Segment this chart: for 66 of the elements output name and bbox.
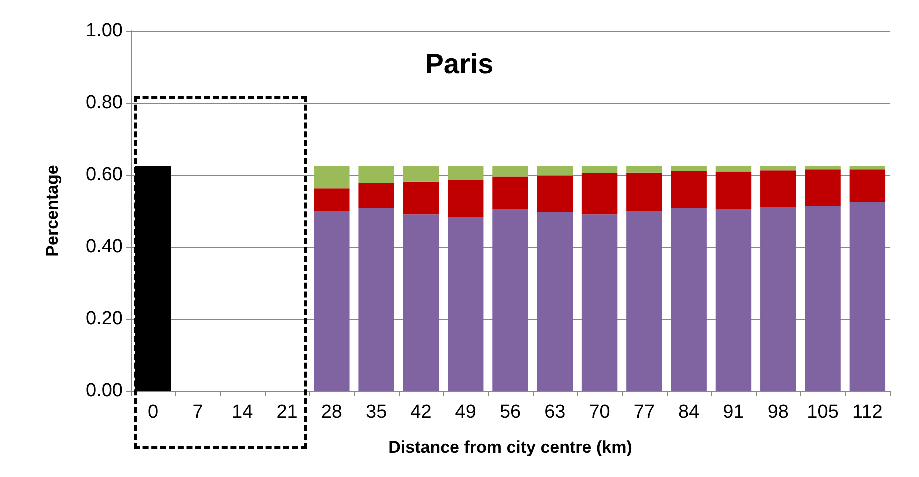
x-tick-label: 49: [455, 402, 476, 423]
x-tick-label: 42: [410, 402, 432, 423]
y-tick-label: 0.40: [86, 236, 123, 258]
bar: [671, 208, 707, 391]
bar: [850, 166, 886, 170]
bar: [850, 202, 886, 391]
bar: [135, 166, 172, 391]
bar: [671, 171, 707, 208]
y-tick-label: 0.20: [86, 308, 123, 330]
bar: [626, 211, 662, 391]
bar: [582, 166, 618, 174]
bar: [671, 166, 707, 172]
x-tick-label: 35: [366, 402, 388, 423]
bar: [716, 166, 752, 172]
y-tick-label: 0.60: [86, 164, 123, 186]
bar: [805, 170, 841, 206]
x-tick-label: 14: [232, 402, 254, 423]
x-tick-label: 21: [276, 402, 298, 423]
bar: [582, 174, 618, 215]
x-tick-label: 0: [148, 402, 159, 423]
bar: [358, 166, 394, 184]
bar: [314, 166, 350, 189]
bar: [760, 170, 796, 208]
bar: [716, 172, 752, 210]
bar: [537, 166, 574, 176]
bar: [582, 214, 618, 391]
bar: [314, 188, 350, 211]
bar: [760, 207, 796, 391]
x-tick-label: 7: [192, 402, 204, 423]
bar: [492, 210, 528, 391]
bar: [805, 206, 841, 391]
y-tick-label: 1.00: [86, 20, 123, 42]
bar: [448, 166, 484, 180]
bar: [626, 166, 662, 173]
bar: [403, 214, 440, 391]
x-tick-label: 77: [634, 402, 656, 423]
x-tick-label: 70: [589, 402, 610, 423]
bar: [358, 183, 394, 208]
bar: [314, 211, 350, 391]
bar: [850, 170, 886, 202]
bar: [537, 212, 574, 391]
bar: [626, 172, 662, 212]
bar: [760, 166, 796, 171]
x-tick-label: 84: [678, 402, 700, 423]
bar: [492, 166, 528, 177]
y-axis-title: Percentage: [43, 165, 62, 257]
bar: [448, 180, 484, 218]
x-tick-label: 91: [723, 402, 744, 423]
x-tick-label: 28: [321, 402, 342, 423]
bar: [403, 166, 440, 182]
y-tick-label: 0.80: [86, 92, 123, 114]
x-tick-label: 98: [768, 402, 789, 423]
bar: [403, 182, 440, 215]
x-axis-title: Distance from city centre (km): [388, 438, 632, 457]
bar: [716, 210, 752, 391]
bar: [448, 217, 484, 391]
bar: [358, 208, 394, 391]
bar: [492, 176, 528, 210]
bar: [537, 176, 574, 212]
x-tick-label: 63: [544, 402, 566, 423]
x-tick-label: 56: [500, 402, 522, 423]
x-tick-label: 112: [852, 402, 883, 423]
y-tick-label: 0.00: [86, 380, 123, 402]
x-tick-label: 105: [807, 402, 839, 423]
bar: [805, 166, 841, 170]
text: Paris: [425, 48, 494, 80]
